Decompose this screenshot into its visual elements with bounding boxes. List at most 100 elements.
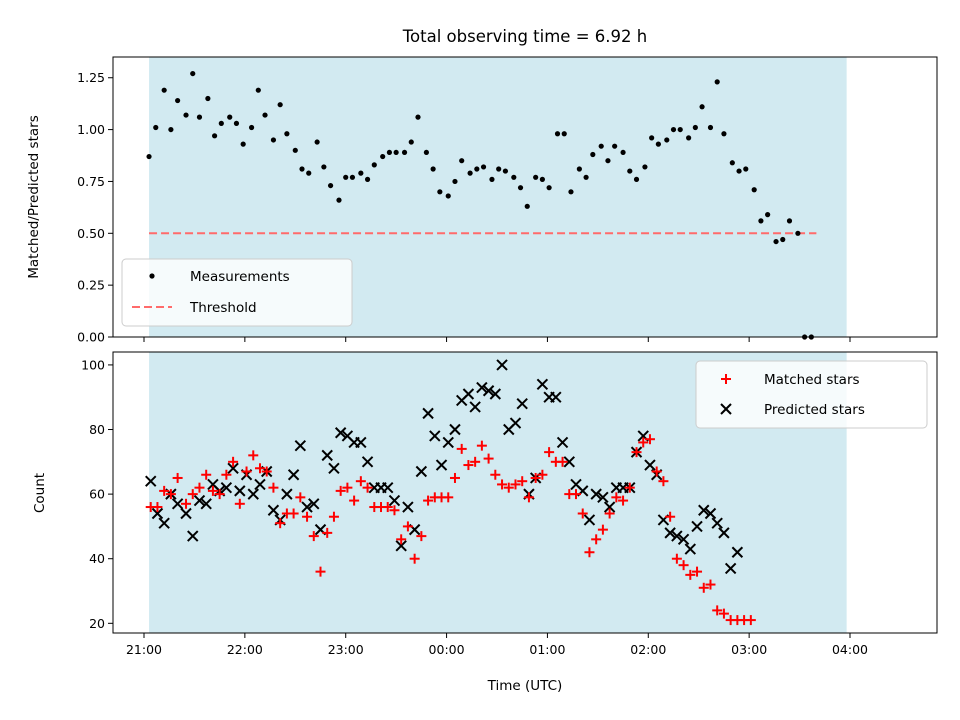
measurement-point [299,166,305,172]
matched-star-point [517,476,528,487]
measurement-point [758,218,764,224]
measurement-point [349,174,356,180]
x-tick-label: 03:00 [731,642,767,657]
predicted-star-point [294,439,307,452]
matched-star-point [228,456,239,467]
count-x-ticks: 21:00 22:00 23:00 00:00 01:00 02:00 03:00 04:00 [126,633,868,657]
matched-star-point [604,508,615,519]
matched-star-point [463,460,474,471]
predicted-star-point [718,527,730,539]
predicted-star-point [254,478,266,491]
measurement-point [255,87,261,93]
predicted-star-point [476,381,488,394]
measurement-point [502,168,509,174]
count-plot-frame [112,351,938,634]
measurement-point [218,120,224,126]
ratio-legend-box [121,258,353,327]
y-tick-label: 100 [81,357,105,372]
predicted-star-point [698,504,710,516]
measurement-point [327,182,334,189]
measurements-series [146,70,814,340]
predicted-star-point [200,498,212,510]
measurement-point [336,197,342,203]
matched-star-point [159,485,170,496]
matched-star-point [382,502,393,513]
predicted-star-point [664,527,676,539]
matched-star-point [315,566,326,577]
matched-star-point [685,569,696,580]
measurement-point [371,162,377,168]
measurement-point [284,131,290,137]
matched-star-point [201,469,212,480]
predicted-star-point [308,498,320,510]
y-tick-label: 1.00 [77,122,105,137]
predicted-star-point [711,517,723,529]
predicted-star-point [145,475,157,487]
matched-star-point [618,495,629,506]
measurement-point [736,168,742,174]
matched-star-point [665,511,676,522]
measurement-point [240,141,246,147]
matched-star-point [152,502,163,513]
measurement-point [233,120,240,126]
matched-star-point [571,489,582,500]
measurement-point [627,168,633,174]
measurement-point [649,135,655,141]
matched-star-point [396,534,407,545]
predicted-star-point [247,488,259,500]
predicted-star-point [449,423,461,436]
measurement-point [452,178,458,185]
predicted-star-point [691,520,703,533]
predicted-star-point [516,397,528,410]
predicted-star-point [171,498,184,510]
predicted-star-point [671,530,683,542]
matched-star-point [476,440,487,451]
measurement-point [655,141,661,147]
measurement-point [568,189,574,195]
y-tick-label: 1.25 [77,70,105,85]
measurement-point [780,236,786,243]
ratio-y-ticks: 0.00 0.25 0.50 0.75 1.00 1.25 [77,70,113,345]
predicted-star-point [328,462,340,474]
matched-star-point [483,453,494,464]
measurement-point [664,137,670,143]
matched-star-point [591,534,602,545]
measurement-point [196,114,203,120]
predicted-star-point [469,401,481,413]
predicted-star-point [597,491,609,504]
predicted-star-point [193,494,206,507]
predicted-star-point [644,459,656,471]
matched-star-point [328,511,339,522]
measurement-point [496,166,502,172]
matched-star-point [523,492,534,503]
measurement-point [183,112,189,118]
measurement-point [205,95,211,102]
predicted-star-point [550,391,562,403]
measurement-point [393,149,399,156]
ratio-plot-frame [112,56,938,338]
matched-star-point [355,476,366,487]
matched-star-point [181,498,192,509]
predicted-star-point [684,543,697,555]
measurement-point [364,176,371,182]
measurement-point [546,185,552,191]
matched-star-point [416,531,427,542]
matched-star-point [214,489,225,500]
predicted-star-point [482,385,495,397]
matched-star-point [449,472,460,483]
matched-star-point [409,553,420,564]
matched-stars-series [145,434,756,626]
matched-star-point [503,482,514,493]
predicted-star-point [361,456,374,468]
matched-star-point [241,466,252,477]
measurement-point [474,166,480,172]
predicted-star-point [563,456,575,468]
matched-star-point [268,482,279,493]
matched-star-point [644,434,655,445]
predicted-star-point [429,430,441,442]
measurement-point [343,174,349,180]
measurement-point [686,135,692,141]
measurement-point [729,160,735,166]
measurement-point [773,238,779,245]
ratio-legend: Measurements Threshold [121,258,353,327]
